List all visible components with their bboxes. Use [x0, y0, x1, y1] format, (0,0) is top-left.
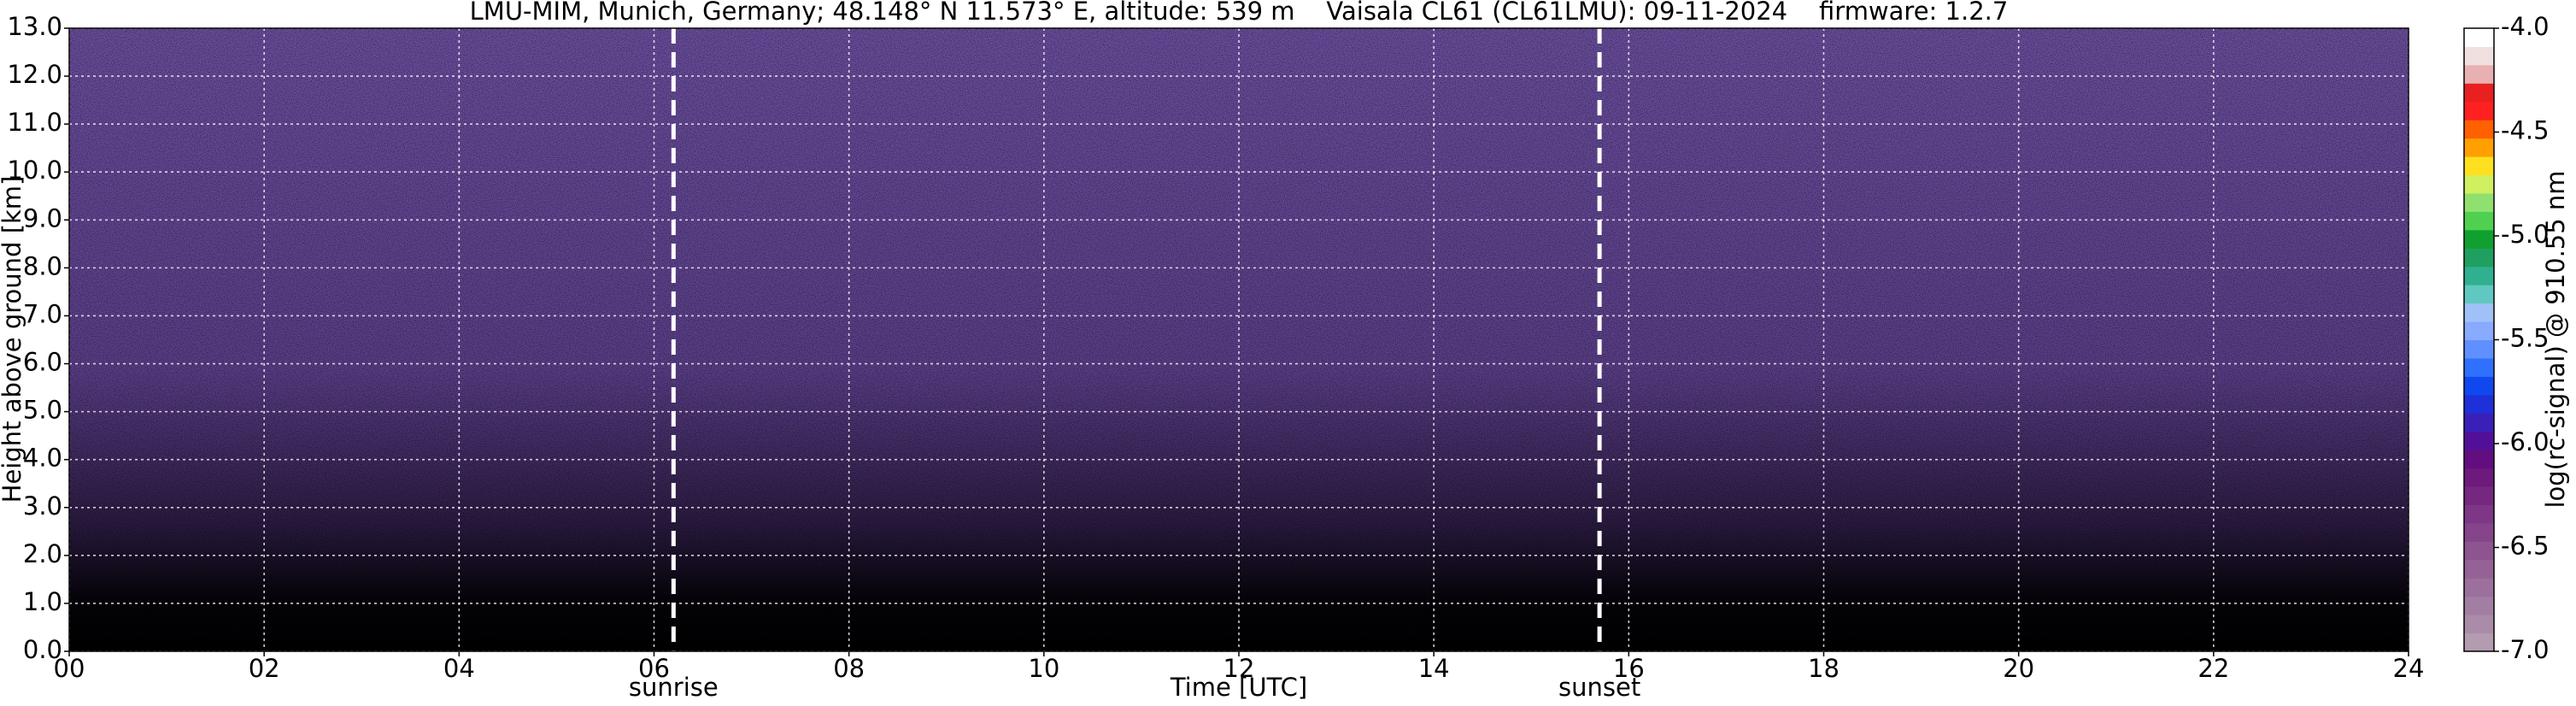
colorbar-band — [2464, 303, 2494, 322]
colorbar-tick-label: -6.5 — [2501, 532, 2550, 561]
x-tick-label: 00 — [54, 654, 85, 683]
y-tick-label: 10.0 — [7, 156, 62, 185]
colorbar-band — [2464, 615, 2494, 634]
colorbar-band — [2464, 357, 2494, 377]
x-axis-label: Time [UTC] — [1170, 673, 1307, 702]
x-tick-label: 02 — [249, 654, 280, 683]
colorbar-label: log(rc-signal) @ 910.55 nm — [2541, 170, 2570, 508]
y-tick-label: 13.0 — [7, 12, 62, 41]
colorbar-band — [2464, 504, 2494, 524]
y-tick-label: 1.0 — [23, 587, 62, 616]
y-tick-label: 11.0 — [7, 108, 62, 137]
y-tick-label: 5.0 — [23, 396, 62, 425]
colorbar-band — [2464, 522, 2494, 542]
x-tick-label: 22 — [2198, 654, 2229, 683]
colorbar-band — [2464, 83, 2494, 103]
y-tick-label: 12.0 — [7, 60, 62, 89]
colorbar-band — [2464, 28, 2494, 47]
y-tick-label: 0.0 — [23, 635, 62, 664]
colorbar-tick-label: -7.0 — [2501, 635, 2550, 664]
colorbar-band — [2464, 450, 2494, 469]
colorbar-tick-label: -4.0 — [2501, 12, 2550, 41]
colorbar-band — [2464, 541, 2494, 561]
y-tick-label: 2.0 — [23, 539, 62, 568]
colorbar-band — [2464, 321, 2494, 340]
x-tick-label: 10 — [1028, 654, 1059, 683]
annotation-label: sunset — [1558, 673, 1640, 702]
colorbar-band — [2464, 413, 2494, 432]
colorbar-band — [2464, 266, 2494, 285]
plot-frame — [68, 27, 2409, 652]
x-tick-label: 24 — [2393, 654, 2425, 683]
y-tick-label: 4.0 — [23, 444, 62, 473]
colorbar-band — [2464, 578, 2494, 597]
colorbar-band — [2464, 468, 2494, 487]
colorbar-band — [2464, 431, 2494, 450]
colorbar-band — [2464, 229, 2494, 249]
x-tick-label: 20 — [2003, 654, 2034, 683]
x-tick-label: 06 — [638, 654, 670, 683]
colorbar-band — [2464, 101, 2494, 121]
x-tick-label: 08 — [833, 654, 865, 683]
annotation-label: sunrise — [629, 673, 719, 702]
y-tick-label: 8.0 — [23, 251, 62, 280]
colorbar-band — [2464, 632, 2494, 652]
x-tick-label: 16 — [1613, 654, 1645, 683]
colorbar-band — [2464, 174, 2494, 194]
colorbar-band — [2464, 596, 2494, 615]
y-tick-label: 3.0 — [23, 491, 62, 521]
colorbar-tick-label: -4.5 — [2501, 116, 2550, 145]
colorbar-band — [2464, 138, 2494, 157]
colorbar-tick-label: -6.0 — [2501, 427, 2550, 456]
colorbar-band — [2464, 120, 2494, 139]
colorbar-band — [2464, 486, 2494, 505]
y-axis-label: Height above ground [km] — [0, 176, 26, 503]
colorbar-band — [2464, 285, 2494, 304]
colorbar-band — [2464, 248, 2494, 268]
colorbar-tick-label: -5.5 — [2501, 324, 2550, 353]
colorbar-band — [2464, 394, 2494, 414]
x-tick-label: 14 — [1418, 654, 1450, 683]
colorbar-band — [2464, 64, 2494, 84]
chart-title: LMU-MIM, Munich, Germany; 48.148° N 11.5… — [470, 0, 2009, 26]
x-tick-label: 12 — [1223, 654, 1255, 683]
y-tick-label: 6.0 — [23, 348, 62, 377]
colorbar-band — [2464, 339, 2494, 359]
colorbar-band — [2464, 559, 2494, 579]
x-tick-label: 18 — [1808, 654, 1840, 683]
colorbar-tick-label: -5.0 — [2501, 220, 2550, 249]
colorbar-band — [2464, 211, 2494, 231]
x-tick-label: 04 — [443, 654, 475, 683]
colorbar-band — [2464, 156, 2494, 176]
colorbar-band — [2464, 376, 2494, 396]
colorbar-band — [2464, 46, 2494, 66]
y-tick-label: 9.0 — [23, 203, 62, 232]
colorbar-band — [2464, 192, 2494, 212]
y-tick-label: 7.0 — [23, 299, 62, 328]
